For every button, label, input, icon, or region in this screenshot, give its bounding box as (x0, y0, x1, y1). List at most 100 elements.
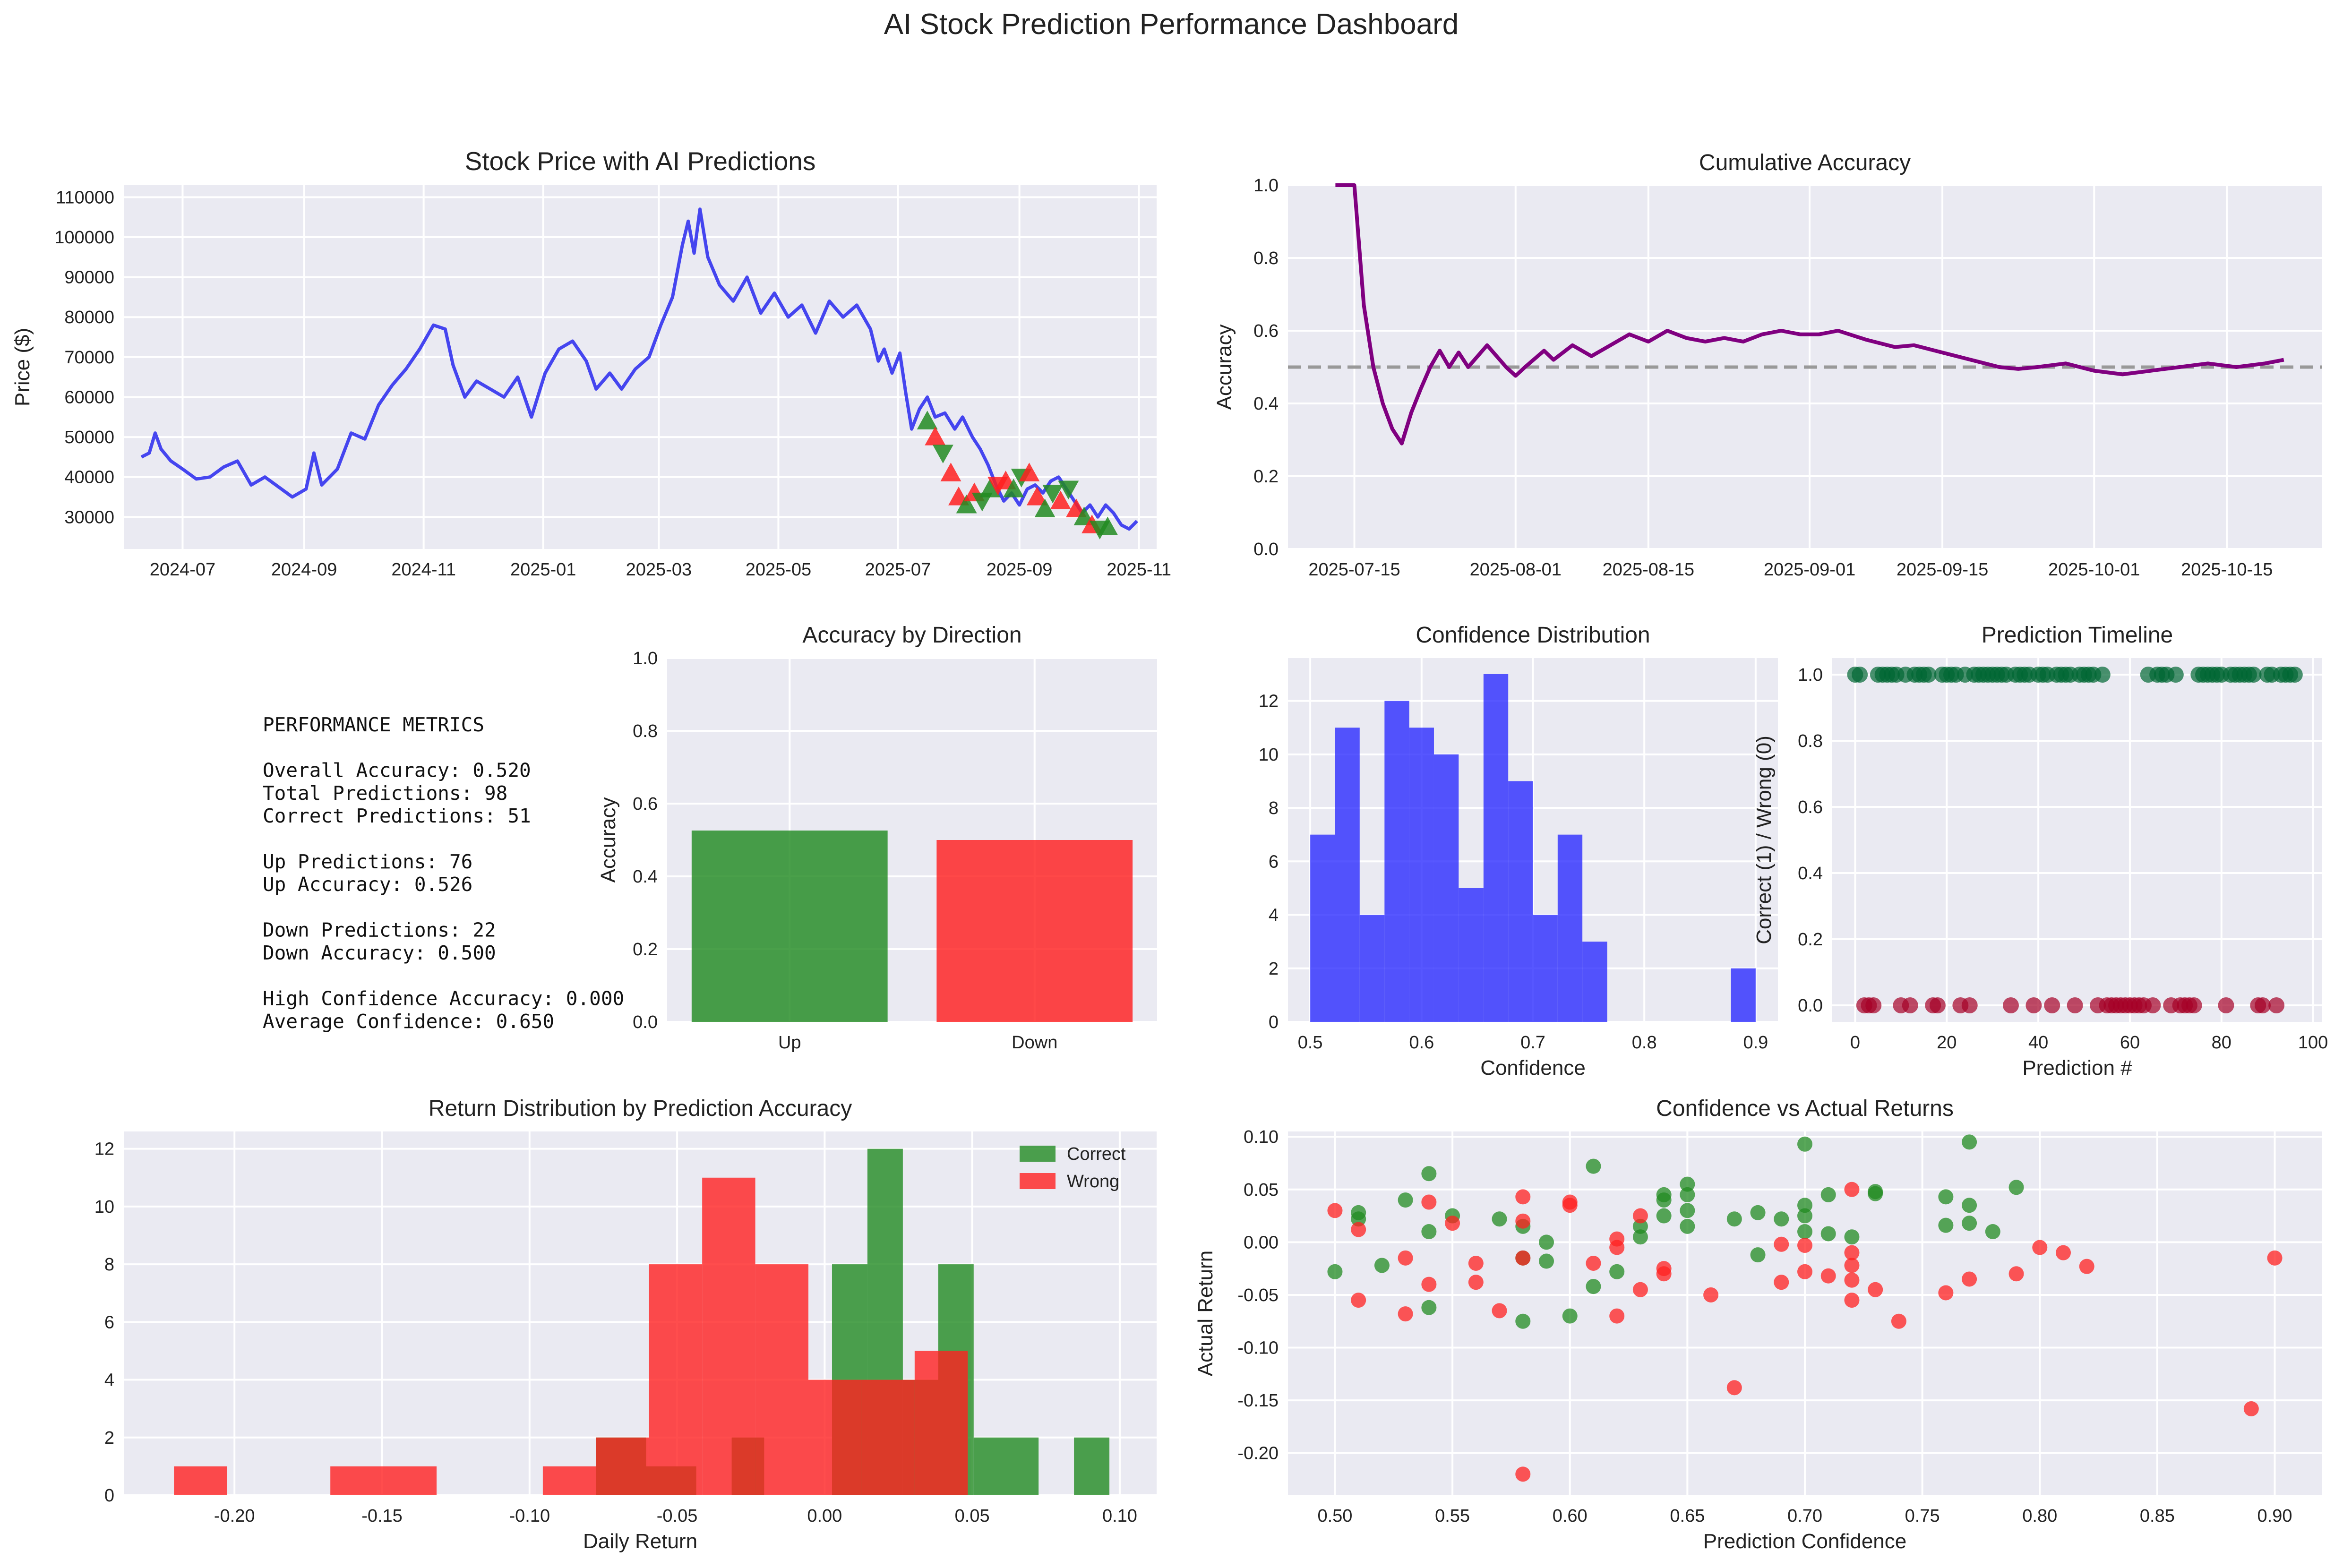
up-prediction-marker (1003, 479, 1024, 497)
y-tick-label: 0.0 (1253, 540, 1279, 559)
histogram-bar (1433, 754, 1459, 1022)
y-tick-label: 8 (104, 1255, 114, 1275)
y-tick-label: 0.8 (1253, 248, 1279, 268)
wrong-point (1774, 1275, 1789, 1290)
histogram-bar (1533, 915, 1558, 1022)
up-prediction-marker (1026, 487, 1047, 506)
wrong-point (1797, 1264, 1812, 1279)
wrong-point (1351, 1222, 1366, 1237)
wrong-point (2008, 1266, 2024, 1282)
x-tick-label: 0.55 (1435, 1506, 1470, 1526)
wrong-point (1515, 1189, 1531, 1205)
chart-title: Prediction Timeline (1982, 623, 2173, 648)
accuracy-by-direction-panel: Accuracy by Direction 0.0 0.2 0.4 0.6 0.8 1.0 A… (597, 623, 1157, 1053)
correct-point (1797, 1136, 1812, 1152)
wrong-point (1844, 1182, 1860, 1197)
wrong-point (1844, 1272, 1860, 1288)
legend-label-correct: Correct (1067, 1144, 1126, 1164)
y-tick-label: 2 (104, 1428, 114, 1448)
histogram-bar (1731, 968, 1756, 1022)
metrics-line: Up Accuracy: 0.526 (263, 873, 472, 896)
correct-point (1797, 1224, 1812, 1240)
y-tick-label: 0.6 (633, 794, 658, 814)
wrong-point (2268, 997, 2285, 1013)
correct-point (1632, 1229, 1648, 1245)
x-tick-label: 2025-03 (626, 560, 692, 580)
y-tick-label: 12 (94, 1140, 114, 1159)
wrong-point (1445, 1216, 1460, 1231)
correct-point (1774, 1211, 1789, 1227)
x-tick-label: 2024-11 (391, 560, 456, 580)
wrong-point (1492, 1303, 1507, 1319)
wrong-point (1961, 997, 1978, 1013)
wrong-point (1902, 997, 1918, 1013)
x-tick-label: 80 (2212, 1033, 2231, 1053)
x-tick-label: 0.65 (1670, 1506, 1705, 1526)
wrong-point (2056, 1245, 2071, 1260)
up-prediction-marker (940, 463, 961, 481)
metrics-line: PERFORMANCE METRICS (263, 713, 484, 736)
y-tick-label: 1.0 (633, 649, 658, 668)
x-tick-label: 0 (1850, 1033, 1860, 1053)
x-tick-label: -0.05 (657, 1506, 698, 1526)
histogram-bar-wrong (542, 1466, 596, 1495)
correct-point (1421, 1224, 1437, 1240)
correct-point (1680, 1218, 1695, 1234)
x-tick-label: 0.05 (955, 1506, 990, 1526)
wrong-point (2186, 997, 2202, 1013)
y-tick-label: 50000 (64, 428, 114, 447)
up-prediction-marker (979, 479, 1001, 497)
down-prediction-marker (1058, 480, 1079, 500)
metrics-line: Total Predictions: 98 (263, 782, 507, 805)
chart-title: Cumulative Accuracy (1699, 150, 1911, 175)
figure-title: AI Stock Prediction Performance Dashboar… (884, 8, 1459, 41)
x-tick-label: 0.80 (2022, 1506, 2057, 1526)
y-tick-label: 10 (1259, 745, 1279, 765)
y-axis-label: Correct (1) / Wrong (0) (1752, 736, 1776, 944)
y-tick-label: 60000 (64, 387, 114, 407)
wrong-point (2255, 997, 2271, 1013)
plot-area (124, 185, 1157, 549)
correct-point (1562, 1308, 1578, 1324)
metrics-line: Overall Accuracy: 0.520 (263, 759, 531, 782)
histogram-bar-wrong (808, 1379, 862, 1495)
x-tick-label: 2025-09-01 (1764, 560, 1855, 580)
correct-point (1421, 1166, 1437, 1182)
up-prediction-marker (1097, 516, 1118, 536)
correct-point (2167, 667, 2184, 683)
confidence-distribution-panel: Confidence Distribution 0 2 4 6 8 10 12 0.5 0.6 0.… (1259, 623, 1778, 1080)
cumulative-accuracy-panel: Cumulative Accuracy 0.0 0.2 0.4 0.6 0.8 1.0 Acc… (1213, 150, 2322, 580)
y-tick-label: 8 (1269, 798, 1279, 818)
correct-point (1962, 1216, 1977, 1231)
price-chart-panel: Stock Price with AI Predictions 30000 4000… (11, 146, 1171, 580)
wrong-point (1656, 1266, 1672, 1282)
wrong-point (1586, 1255, 1601, 1271)
metrics-line: Average Confidence: 0.650 (263, 1010, 554, 1033)
correct-point (2245, 667, 2262, 683)
correct-point (1985, 1224, 2000, 1240)
x-axis-label: Confidence (1480, 1056, 1586, 1080)
y-tick-label: 12 (1259, 692, 1279, 711)
correct-point (1868, 1184, 1883, 1200)
confidence-vs-returns-panel: Confidence vs Actual Returns -0.20 -0.15 -0… (1194, 1096, 2322, 1553)
metrics-line: Correct Predictions: 51 (263, 805, 531, 827)
wrong-point (1844, 1245, 1860, 1260)
y-tick-label: 0.10 (1244, 1127, 1279, 1147)
x-tick-label: 2025-10-15 (2181, 560, 2273, 580)
x-tick-label: 0.50 (1317, 1506, 1352, 1526)
wrong-point (1929, 997, 1946, 1013)
wrong-point (2218, 997, 2234, 1013)
bar-up (691, 830, 888, 1022)
up-prediction-marker (925, 427, 946, 446)
x-tick-label: 40 (2028, 1033, 2048, 1053)
wrong-point (1515, 1466, 1531, 1482)
correct-point (2286, 667, 2303, 683)
correct-point (1797, 1198, 1812, 1213)
y-tick-label: 40000 (64, 468, 114, 488)
x-tick-label: Up (778, 1033, 801, 1053)
x-tick-label: 0.90 (2257, 1506, 2292, 1526)
x-tick-label: 0.5 (1298, 1033, 1323, 1053)
wrong-point (1865, 997, 1882, 1013)
histogram-bar-wrong (914, 1351, 968, 1495)
x-tick-label: 0.10 (1102, 1506, 1137, 1526)
